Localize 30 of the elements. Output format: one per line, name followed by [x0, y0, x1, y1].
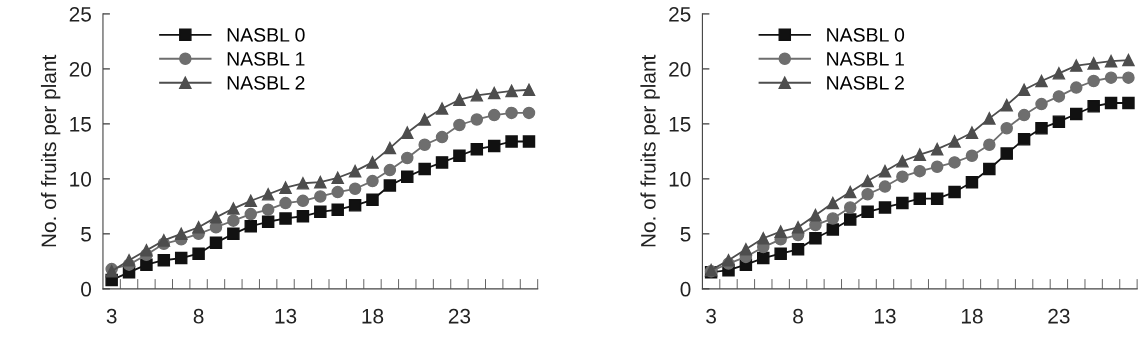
legend-label: NASBL 1	[227, 52, 305, 66]
y-tick-label: 0	[680, 281, 691, 297]
legend-label: NASBL 0	[827, 28, 905, 42]
x-tick-label: 13	[275, 308, 297, 324]
legend-label: NASBL 2	[827, 75, 904, 90]
y-tick-label: 0	[81, 281, 92, 297]
x-tick-label: 3	[706, 308, 716, 324]
y-tick-label: 25	[69, 6, 91, 22]
x-tick-label: 3	[106, 308, 117, 324]
y-axis-title: No. of fruits per plant	[40, 54, 61, 247]
y-tick-label: 10	[70, 171, 92, 187]
y-tick-label: 15	[669, 117, 691, 132]
x-tick-label: 23	[448, 308, 471, 324]
x-tick-label: 18	[362, 308, 384, 324]
y-tick-label: 20	[669, 61, 691, 77]
y-tick-label: 15	[70, 117, 91, 132]
x-tick-label: 8	[193, 308, 204, 324]
legend-label: NASBL 0	[227, 28, 305, 42]
y-tick-label: 5	[81, 227, 91, 242]
x-tick-label: 13	[875, 308, 896, 324]
legend-label: NASBL 2	[227, 75, 305, 90]
x-tick-label: 8	[793, 308, 803, 324]
y-axis-title: No. of fruits per plant	[640, 54, 660, 247]
y-tick-label: 10	[669, 171, 691, 187]
y-tick-label: 20	[69, 61, 92, 77]
legend-label: NASBL 1	[827, 52, 904, 66]
x-tick-label: 23	[1048, 308, 1070, 324]
x-tick-label: 18	[961, 308, 983, 324]
y-tick-label: 25	[669, 6, 691, 22]
y-tick-label: 5	[680, 227, 691, 242]
